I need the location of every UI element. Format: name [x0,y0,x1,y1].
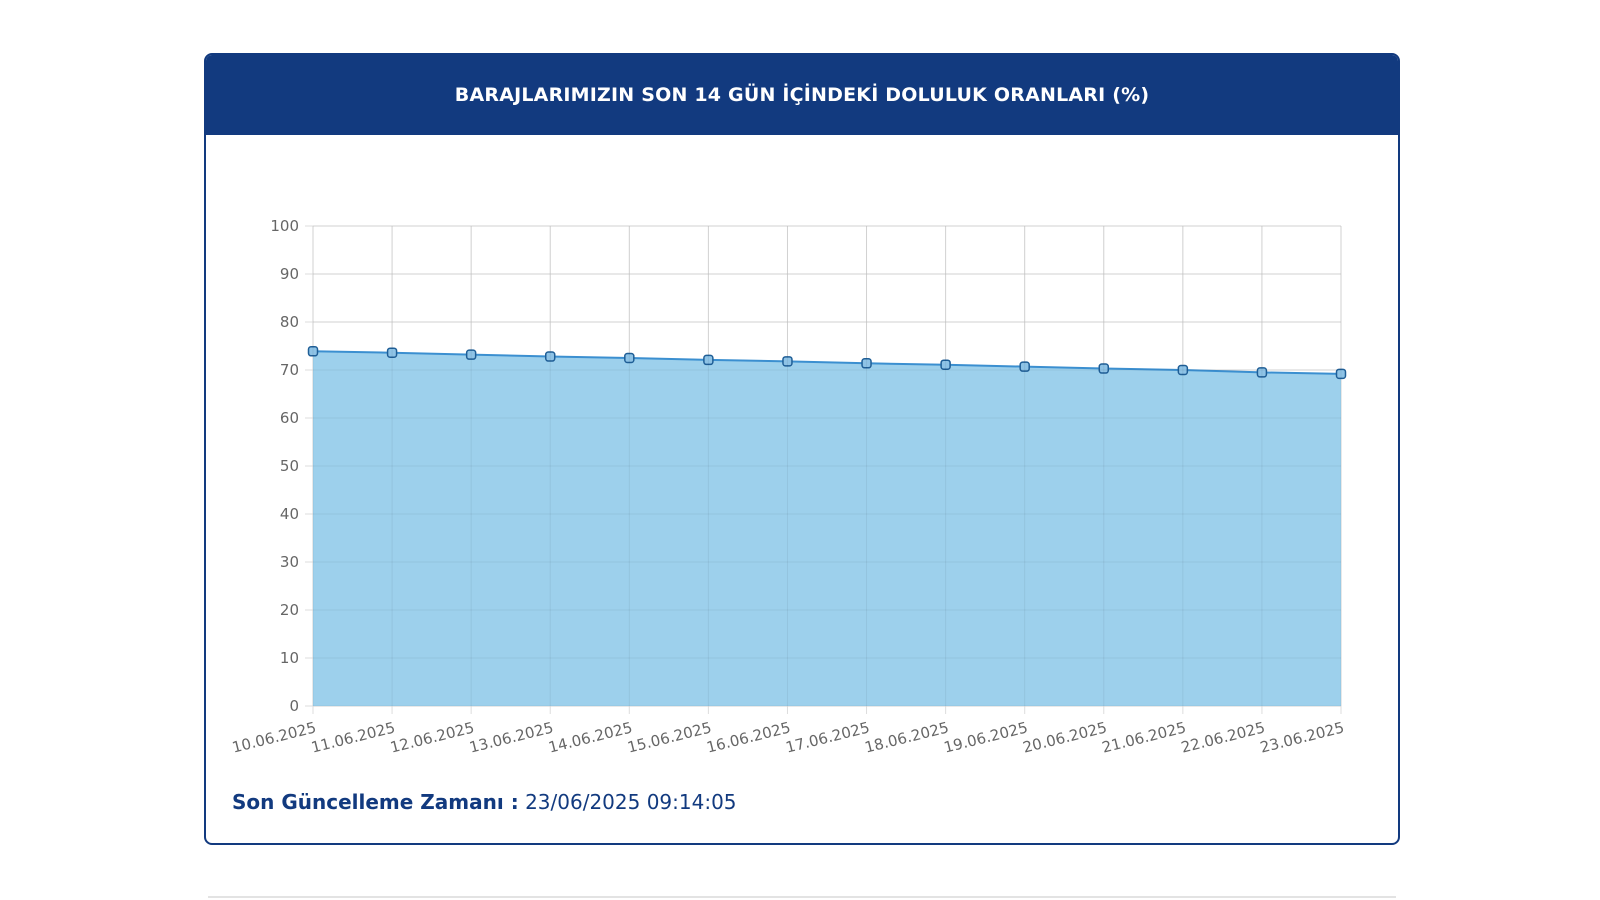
y-tick-label: 60 [280,409,299,427]
x-tick-label: 21.06.2025 [1100,718,1188,756]
x-tick-label: 22.06.2025 [1179,718,1267,756]
data-point [624,352,635,364]
y-tick-label: 30 [280,553,299,571]
x-tick-label: 17.06.2025 [784,718,872,756]
y-tick-label: 0 [289,697,299,715]
data-point [782,356,793,367]
x-tick-label: 18.06.2025 [863,718,951,756]
card-title: BARAJLARIMIZIN SON 14 GÜN İÇİNDEKİ DOLUL… [206,55,1398,135]
data-point [1177,364,1189,376]
data-point [1335,368,1347,380]
data-point [1098,363,1110,374]
data-point [861,358,872,369]
y-tick-label: 40 [280,505,299,523]
series-area-fill [313,351,1341,706]
y-tick-label: 50 [280,457,299,475]
area-chart: 0 10 20 30 40 50 60 70 80 90 100 10.06.202511.06.20… [230,217,1347,757]
x-tick-label: 12.06.2025 [388,718,476,756]
data-point [1256,367,1268,378]
y-tick-label: 80 [280,313,299,331]
x-tick-label: 10.06.2025 [230,718,318,756]
y-tick-label: 10 [280,649,299,667]
x-tick-label: 13.06.2025 [468,718,556,756]
x-tick-label: 20.06.2025 [1021,718,1109,756]
y-tick-label: 100 [270,217,299,235]
data-point [465,349,477,360]
data-point [1019,361,1030,372]
x-tick-label: 16.06.2025 [705,718,793,756]
data-point [940,359,951,370]
y-tick-label: 70 [280,361,299,379]
y-tick-label: 20 [280,601,299,619]
data-point [386,347,398,358]
last-update: Son Güncelleme Zamanı : 23/06/2025 09:14… [232,790,737,814]
x-tick-label: 11.06.2025 [309,718,397,756]
x-tick-label: 19.06.2025 [942,718,1030,756]
x-tick-label: 23.06.2025 [1258,718,1346,756]
data-point [307,346,319,357]
chart-card: BARAJLARIMIZIN SON 14 GÜN İÇİNDEKİ DOLUL… [204,53,1400,845]
y-tick-label: 90 [280,265,299,283]
data-point [703,354,714,366]
data-point [544,351,556,362]
series-line [312,350,1342,375]
chart-area: 0 10 20 30 40 50 60 70 80 90 100 10.06.2025 11.06.20… [206,135,1398,795]
section-divider [208,896,1396,898]
x-tick-label: 14.06.2025 [547,718,635,756]
last-update-value: 23/06/2025 09:14:05 [525,790,737,814]
last-update-label: Son Güncelleme Zamanı : [232,790,519,814]
x-tick-label: 15.06.2025 [626,718,714,756]
